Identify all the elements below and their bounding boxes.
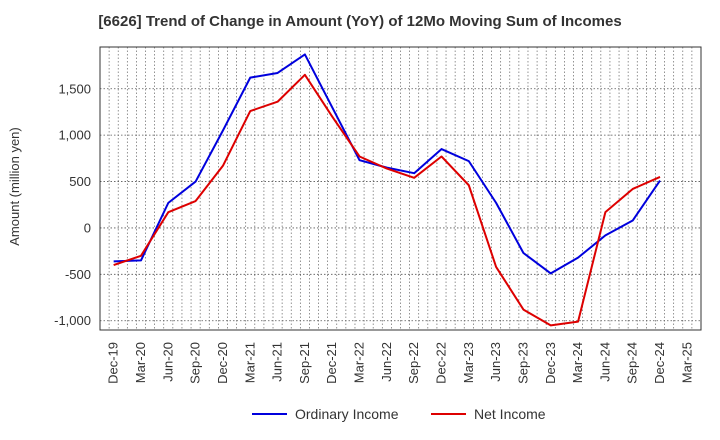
chart-title: [6626] Trend of Change in Amount (YoY) o… — [98, 13, 622, 30]
y-tick-label: 0 — [84, 220, 91, 235]
plot-border — [99, 46, 702, 331]
x-tick-label: Mar-25 — [679, 342, 694, 383]
series-lines — [113, 53, 661, 327]
x-tick-label: Sep-21 — [297, 342, 312, 384]
x-tick-label: Jun-20 — [160, 342, 175, 382]
y-tick-label: -1,000 — [54, 313, 91, 328]
x-tick-label: Mar-23 — [461, 342, 476, 383]
x-tick-label: Sep-24 — [625, 342, 640, 384]
x-tick-label: Dec-20 — [215, 342, 230, 384]
y-tick-label: 1,000 — [58, 128, 91, 143]
legend-label: Ordinary Income — [295, 406, 399, 422]
x-tick-label: Jun-22 — [379, 342, 394, 382]
x-tick-label: Dec-21 — [324, 342, 339, 384]
x-tick-label: Mar-21 — [242, 342, 257, 383]
legend: Ordinary Income Net Income — [252, 406, 546, 422]
y-axis-ticks: -1,000 -500 0 500 1,000 1,500 — [54, 81, 91, 328]
series-line — [113, 73, 661, 327]
y-tick-label: 500 — [69, 174, 91, 189]
x-tick-label: Jun-21 — [270, 342, 285, 382]
x-tick-label: Sep-22 — [406, 342, 421, 384]
x-tick-label: Mar-22 — [352, 342, 367, 383]
x-tick-label: Dec-19 — [106, 342, 121, 384]
x-tick-label: Mar-20 — [133, 342, 148, 383]
y-tick-label: -500 — [65, 267, 91, 282]
x-tick-label: Mar-24 — [570, 342, 585, 383]
x-tick-label: Dec-23 — [543, 342, 558, 384]
y-axis-label: Amount (million yen) — [7, 127, 22, 246]
x-tick-label: Sep-20 — [188, 342, 203, 384]
legend-label: Net Income — [474, 406, 546, 422]
x-tick-label: Sep-23 — [515, 342, 530, 384]
x-tick-label: Dec-22 — [433, 342, 448, 384]
x-tick-label: Jun-23 — [488, 342, 503, 382]
x-axis-ticks: Dec-19 Mar-20 Jun-20 Sep-20 Dec-20 Mar-21 Jun-… — [106, 342, 695, 384]
x-tick-label: Dec-24 — [652, 342, 667, 384]
x-tick-label: Jun-24 — [597, 342, 612, 382]
y-tick-label: 1,500 — [58, 81, 91, 96]
